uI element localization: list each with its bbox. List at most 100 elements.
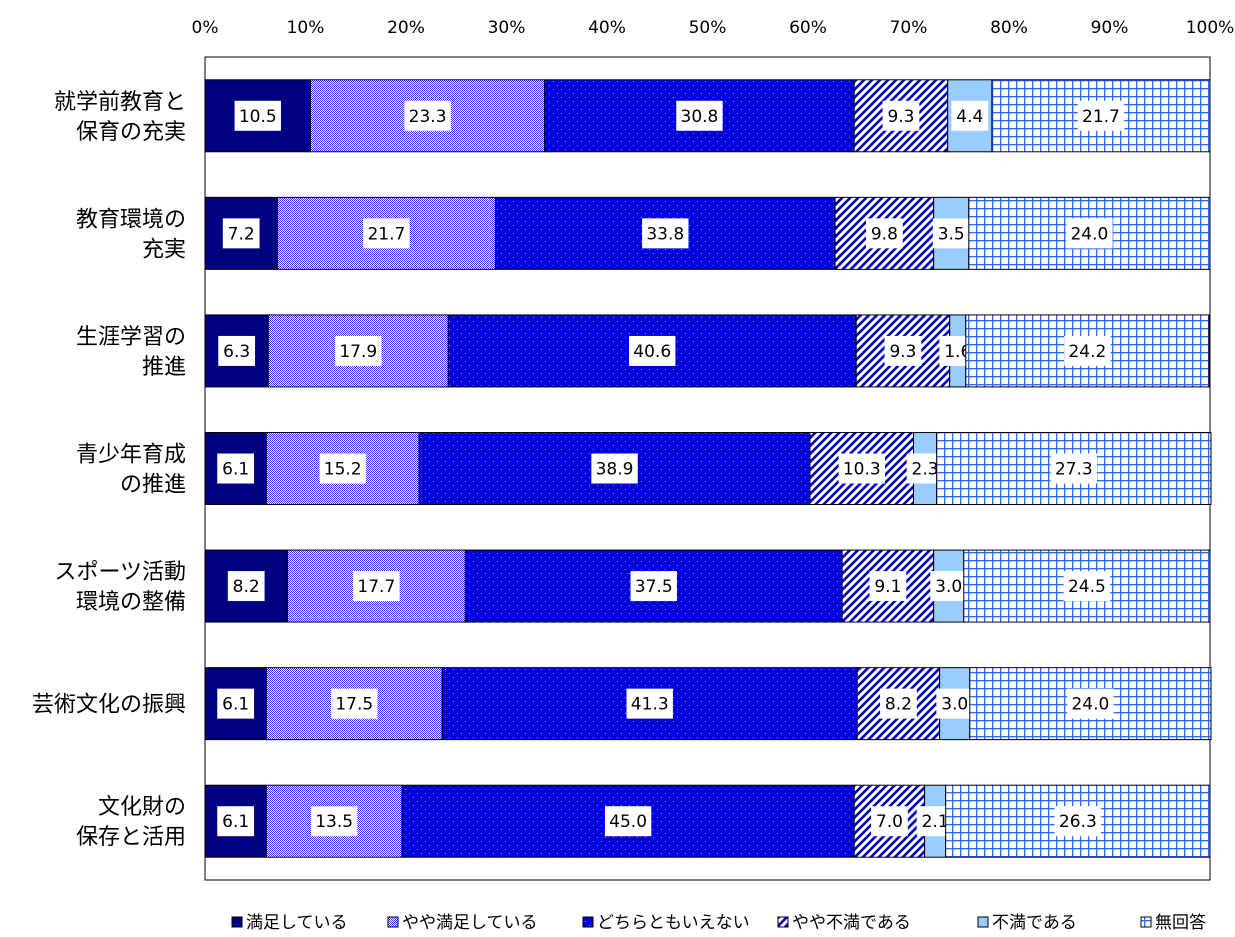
data-label-box xyxy=(838,453,885,484)
data-label: 3.5 xyxy=(938,224,965,244)
data-label: 9.1 xyxy=(874,577,901,597)
data-label-box xyxy=(227,571,265,602)
data-label-box xyxy=(353,571,400,602)
data-label: 10.3 xyxy=(843,460,881,480)
data-label-box xyxy=(871,806,908,837)
bar-segment xyxy=(204,79,312,153)
data-label: 41.3 xyxy=(631,695,669,715)
data-label: 21.7 xyxy=(1082,107,1120,127)
data-label: 27.3 xyxy=(1055,460,1093,480)
data-label: 8.2 xyxy=(233,577,260,597)
category-label: 充実 xyxy=(142,237,186,262)
data-label: 6.1 xyxy=(222,812,249,832)
data-label: 6.1 xyxy=(222,695,249,715)
category-label: 環境の整備 xyxy=(76,590,186,615)
data-label-box xyxy=(884,335,922,366)
data-label-box xyxy=(591,453,638,484)
data-label: 38.9 xyxy=(596,460,634,480)
legend-swatch xyxy=(582,916,594,928)
bar-segment xyxy=(204,432,267,505)
legend-swatch xyxy=(1140,916,1152,928)
x-tick-label: 50% xyxy=(689,18,727,38)
data-label-box xyxy=(630,571,677,602)
data-label: 45.0 xyxy=(609,812,647,832)
legend-label: やや満足している xyxy=(402,913,538,933)
data-label: 24.0 xyxy=(1070,224,1108,244)
data-label: 30.8 xyxy=(681,107,719,127)
data-label: 9.3 xyxy=(887,107,914,127)
category-labels: 就学前教育と保育の充実教育環境の充実生涯学習の推進青少年育成の推進スポーツ活動環… xyxy=(32,90,186,850)
data-label-box xyxy=(869,571,907,602)
data-label-box xyxy=(1067,688,1114,719)
legend-label: 無回答 xyxy=(1155,913,1206,933)
legend: 満足している やや満足している どちらともいえない やや不満である 不満である 無回答 xyxy=(231,913,1206,933)
category-label: の推進 xyxy=(120,473,186,498)
data-label-box xyxy=(936,688,974,719)
x-tick-label: 20% xyxy=(387,18,425,38)
data-label-box xyxy=(1054,806,1102,837)
data-label: 4.4 xyxy=(956,107,983,127)
data-label: 24.0 xyxy=(1071,695,1109,715)
x-tick-label: 10% xyxy=(287,18,325,38)
data-label: 23.3 xyxy=(409,107,447,127)
data-label-box xyxy=(363,218,410,249)
bar-segment xyxy=(286,549,466,623)
data-label-box xyxy=(404,100,451,131)
data-label: 7.0 xyxy=(876,812,903,832)
data-label: 9.8 xyxy=(871,224,898,244)
data-label-box xyxy=(932,218,970,249)
data-label-box xyxy=(1064,335,1111,366)
legend-label: どちらともいえない xyxy=(597,913,750,933)
data-label: 1.6 xyxy=(944,342,971,362)
data-label: 24.2 xyxy=(1068,342,1106,362)
x-tick-label: 70% xyxy=(890,18,928,38)
data-label: 26.3 xyxy=(1059,812,1097,832)
data-label-box xyxy=(217,806,255,837)
x-tick-label: 80% xyxy=(990,18,1028,38)
category-label: 推進 xyxy=(142,355,186,380)
data-label: 15.2 xyxy=(324,460,362,480)
data-label-box xyxy=(951,100,989,131)
data-label: 10.5 xyxy=(239,107,277,127)
data-label-box xyxy=(234,100,281,131)
legend-swatch xyxy=(231,916,243,928)
data-label-box xyxy=(1077,100,1125,131)
data-label-box xyxy=(1063,571,1111,602)
data-label-box xyxy=(626,688,673,719)
data-label-box xyxy=(880,688,917,719)
data-label-box xyxy=(335,335,382,366)
legend-label: やや不満である xyxy=(792,913,911,933)
data-label-box xyxy=(629,335,676,366)
data-label-box xyxy=(865,218,903,249)
x-tick-label: 0% xyxy=(192,18,219,38)
data-label: 3.0 xyxy=(941,695,968,715)
data-label: 33.8 xyxy=(646,224,684,244)
legend-swatch xyxy=(387,916,399,928)
data-label: 40.6 xyxy=(633,342,671,362)
data-label: 24.5 xyxy=(1068,577,1106,597)
bars: 10.5 23.3 30.8 9.3 4.4 21.7 7.2 21.7 33.8 9.8 3.5 2… xyxy=(204,79,1212,858)
data-label-box xyxy=(217,688,255,719)
data-label-box xyxy=(217,453,255,484)
x-tick-label: 40% xyxy=(588,18,626,38)
data-label-box xyxy=(1066,218,1113,249)
data-label-box xyxy=(319,453,366,484)
data-label: 2.3 xyxy=(912,460,939,480)
x-tick-label: 100% xyxy=(1186,18,1235,38)
category-label: 青少年育成 xyxy=(76,443,186,468)
data-label-box xyxy=(1050,453,1098,484)
data-label: 8.2 xyxy=(885,695,912,715)
data-label: 6.3 xyxy=(223,342,250,362)
category-label: 就学前教育と xyxy=(54,90,186,115)
data-label: 37.5 xyxy=(635,577,673,597)
category-label: 生涯学習の xyxy=(76,325,186,350)
data-label: 17.9 xyxy=(339,342,377,362)
data-label-box xyxy=(310,806,358,837)
category-label: 芸術文化の振興 xyxy=(32,693,186,718)
legend-label: 満足している xyxy=(246,913,348,933)
category-label: 保育の充実 xyxy=(76,120,186,145)
data-label-box xyxy=(218,335,256,366)
data-label-box xyxy=(222,218,260,249)
legend-swatch xyxy=(977,916,989,928)
data-label: 9.3 xyxy=(889,342,916,362)
